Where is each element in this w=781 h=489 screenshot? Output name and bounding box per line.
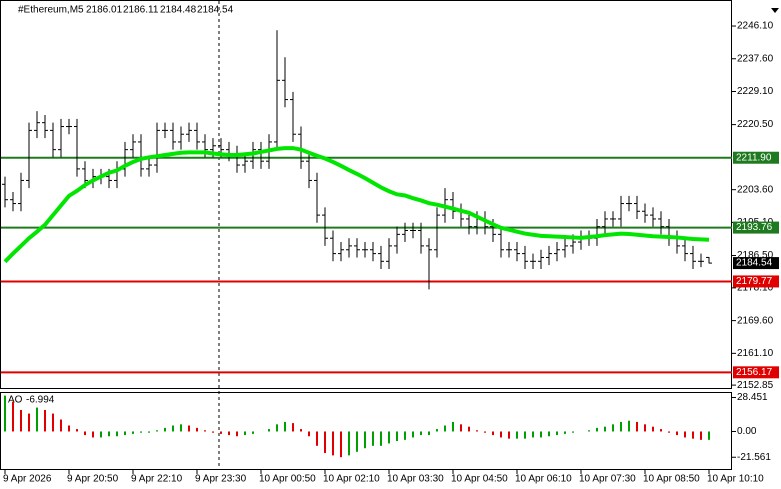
- y-tick-label: 2169.60: [737, 315, 774, 326]
- level-label: 2156.17: [736, 367, 773, 378]
- main-frame: [0, 0, 732, 389]
- x-tick-label: 10 Apr 07:30: [579, 474, 636, 485]
- x-tick-label: 10 Apr 10:10: [707, 474, 764, 485]
- x-tick-label: 10 Apr 06:10: [515, 474, 572, 485]
- y-tick-label: 2237.60: [737, 53, 774, 64]
- x-tick-label: 10 Apr 02:10: [323, 474, 380, 485]
- level-tag: [733, 275, 779, 288]
- x-tick-label: 9 Apr 2026: [3, 474, 52, 485]
- price-tag: [733, 257, 779, 270]
- y-tick-label: 2220.50: [737, 119, 774, 130]
- y-tick-label: 2152.85: [737, 380, 774, 391]
- level-label: 2193.76: [736, 222, 773, 233]
- header-high: 2186.11: [123, 5, 159, 16]
- level-label: 2179.77: [736, 276, 773, 287]
- y-tick-label: 2246.10: [737, 21, 774, 32]
- header-low: 2184.48: [160, 5, 197, 16]
- y-tick-label: 2178.10: [737, 283, 774, 294]
- x-tick-label: 10 Apr 08:50: [643, 474, 700, 485]
- price-label: 2184.54: [736, 258, 773, 269]
- x-tick-label: 10 Apr 04:50: [451, 474, 508, 485]
- ao-name: AO: [8, 395, 23, 406]
- chart-title: #Ethereum,M5: [18, 5, 84, 16]
- y-tick-label: 2229.10: [737, 86, 774, 97]
- x-tick-label: 9 Apr 23:30: [195, 474, 247, 485]
- x-tick-label: 9 Apr 20:50: [67, 474, 119, 485]
- level-label: 2211.90: [736, 152, 772, 163]
- ao-tick-label: -21.561: [737, 452, 771, 463]
- level-tag: [733, 221, 779, 234]
- header-close: 2184.54: [197, 5, 234, 16]
- ao-tick-label: 28.451: [737, 392, 768, 403]
- y-tick-label: 2186.50: [737, 250, 774, 261]
- x-tick-label: 10 Apr 00:50: [259, 474, 316, 485]
- dropdown-icon[interactable]: [771, 8, 779, 13]
- y-tick-label: 2203.60: [737, 184, 774, 195]
- ao-tick-label: 0.00: [737, 426, 757, 437]
- level-tag: [733, 366, 779, 379]
- x-tick-label: 9 Apr 22:10: [131, 474, 183, 485]
- level-tag: [733, 151, 779, 164]
- x-tick-label: 10 Apr 03:30: [387, 474, 444, 485]
- header-open: 2186.01: [86, 5, 123, 16]
- ao-current: -6.994: [26, 395, 55, 406]
- y-tick-label: 2161.10: [737, 348, 774, 359]
- ao-frame: [0, 392, 732, 470]
- moving-average: [3, 146, 710, 264]
